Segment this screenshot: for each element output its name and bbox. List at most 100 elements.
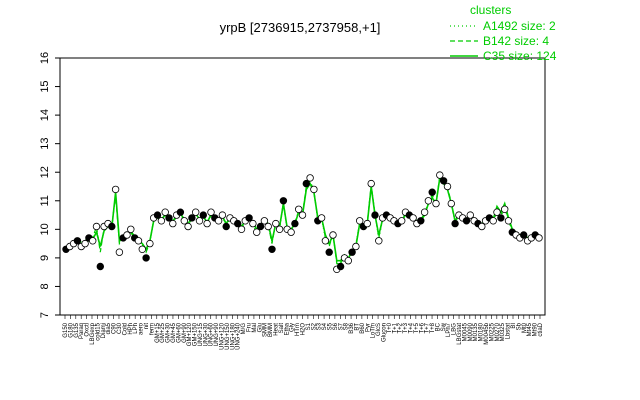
- x-tick-label: H2O: [301, 323, 307, 336]
- data-point: [134, 237, 143, 245]
- x-tick-label: T+7: [425, 322, 431, 333]
- data-point: [199, 211, 207, 219]
- x-tick-label: BC: [435, 322, 441, 331]
- x-tick-label: T+1: [392, 322, 398, 333]
- x-tick-label: HTm: [295, 323, 301, 336]
- x-tick-label: T+3: [403, 322, 409, 333]
- x-tick-label: Mt45: [527, 322, 533, 336]
- y-tick-label: 10: [39, 223, 51, 235]
- data-point: [157, 217, 166, 225]
- data-point: [142, 254, 150, 262]
- x-tick-label: Mt0: [522, 322, 528, 333]
- data-point: [424, 197, 433, 205]
- data-point: [161, 208, 169, 216]
- x-tick-label: Etha: [284, 322, 290, 335]
- x-tick-label: Mal: [252, 323, 258, 333]
- data-point: [268, 245, 276, 253]
- x-tick-label: aero: [139, 322, 145, 335]
- x-tick-label: UNG+150: [225, 322, 231, 350]
- x-tick-label: M0090: [468, 322, 474, 341]
- data-point: [321, 237, 330, 245]
- x-tick-label: LBGstat: [457, 323, 463, 345]
- x-tick-label: BT: [354, 323, 360, 331]
- data-point: [188, 214, 196, 222]
- x-tick-label: Cold: [122, 323, 128, 335]
- chart-title: yrpB [2736915,2737958,+1]: [220, 20, 381, 35]
- y-tick-label: 15: [39, 80, 51, 92]
- x-tick-label: S7: [338, 322, 344, 330]
- x-tick-label: G180: [68, 322, 74, 337]
- x-tick-label: Sb: [516, 322, 522, 330]
- x-tick-label: S1: [306, 322, 312, 330]
- x-tick-label: Sw: [441, 322, 447, 331]
- x-tick-label: UNG+60: [209, 322, 215, 346]
- data-point: [432, 199, 440, 208]
- data-point: [81, 239, 89, 248]
- x-tick-label: GM+15: [155, 322, 161, 343]
- data-point: [398, 217, 406, 225]
- x-tick-label: T+4: [408, 322, 414, 333]
- data-point: [501, 205, 509, 213]
- data-point: [436, 171, 444, 179]
- x-tick-label: nit: [144, 323, 150, 330]
- y-tick-label: 9: [39, 255, 51, 261]
- x-tick-label: M0180: [479, 322, 485, 341]
- data-point: [191, 208, 200, 216]
- data-point: [180, 217, 188, 225]
- x-tick-label: GM+60: [176, 322, 182, 343]
- data-point: [409, 214, 417, 222]
- legend-entry: B142 size: 4: [483, 34, 549, 48]
- x-tick-label: Glu: [257, 323, 263, 332]
- data-point: [420, 208, 429, 216]
- y-axis: 7 8 9 10 11 12 13 14 15 16: [39, 52, 60, 318]
- plot-frame: [59, 57, 546, 316]
- data-point: [352, 242, 360, 251]
- data-point: [375, 237, 383, 245]
- data-point: [302, 179, 310, 188]
- data-point: [203, 219, 211, 228]
- data-point: [428, 188, 436, 196]
- data-point: [253, 228, 261, 236]
- data-points: [62, 171, 543, 273]
- data-point: [478, 222, 486, 231]
- data-point: [451, 219, 459, 228]
- data-point: [497, 214, 505, 222]
- x-tick-label: GM+25: [160, 322, 166, 343]
- x-tick-label: ctiaD: [538, 322, 544, 336]
- data-point: [115, 248, 124, 256]
- x-tick-label: Paraq: [79, 323, 85, 339]
- x-tick-label: GlcS: [376, 323, 382, 336]
- data-point: [363, 219, 371, 228]
- x-tick-label: S5: [327, 322, 333, 330]
- x-tick-label: T+8: [430, 322, 436, 333]
- x-tick-label: LoTm: [371, 323, 377, 338]
- x-tick-label: G135: [74, 322, 80, 337]
- data-point: [272, 219, 280, 228]
- x-tick-label: UNG+15: [198, 322, 204, 346]
- data-point: [504, 217, 513, 225]
- data-point: [146, 239, 154, 248]
- x-axis: G150 G180 G135 Paraq Oxctl LBGexp cold15 Diami d…: [63, 315, 544, 350]
- data-point: [260, 217, 269, 225]
- data-point: [371, 211, 379, 219]
- x-tick-label: UNG+240: [236, 322, 242, 350]
- data-point: [417, 217, 425, 225]
- data-point: [317, 214, 326, 222]
- data-point: [108, 222, 116, 231]
- x-tick-label: M0045b: [484, 322, 490, 344]
- x-tick-label: Salt: [279, 323, 285, 334]
- x-tick-label: Gly: [290, 323, 296, 332]
- data-point: [169, 219, 177, 228]
- legend-title: clusters: [470, 3, 511, 17]
- data-point: [279, 197, 288, 205]
- x-tick-label: ferm: [149, 323, 155, 335]
- x-tick-label: Diami: [101, 323, 107, 338]
- data-point: [520, 231, 528, 239]
- x-tick-label: Heat: [274, 323, 280, 336]
- data-point: [96, 262, 104, 271]
- data-point: [92, 222, 101, 231]
- x-tick-label: UNG+90: [214, 322, 220, 346]
- x-tick-label: GM+120: [187, 322, 193, 346]
- y-tick-label: 13: [39, 138, 51, 150]
- y-tick-label: 16: [39, 52, 51, 64]
